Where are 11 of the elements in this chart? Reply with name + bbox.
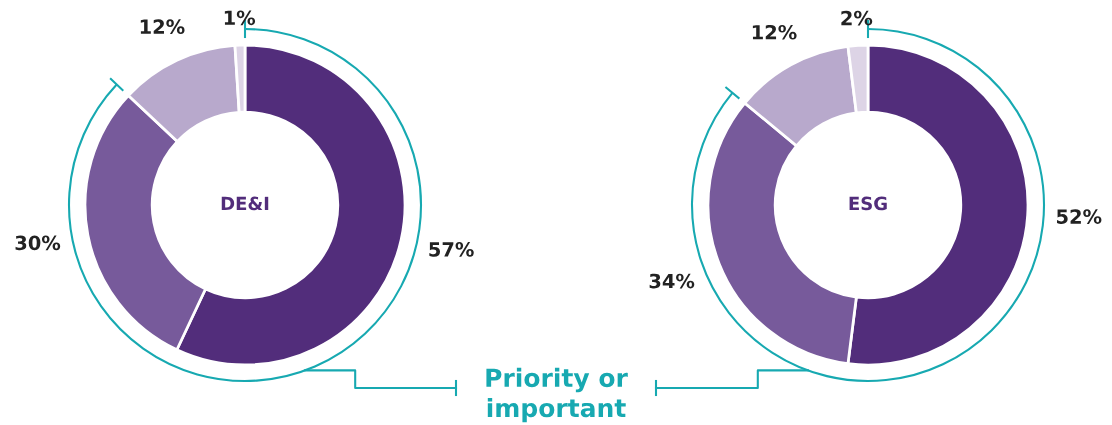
data-label: 34% [649,273,695,289]
text: ESG [849,196,887,211]
data-label: 30% [15,235,61,251]
data-label: 52% [1057,209,1102,224]
text: Priority or important [486,367,628,423]
text: DE&I [221,196,269,211]
data-label: 2% [841,10,873,26]
data-label: 12% [140,19,185,35]
data-label: 12% [752,24,797,40]
data-label: 57% [429,242,474,257]
data-label: 1% [224,10,256,26]
